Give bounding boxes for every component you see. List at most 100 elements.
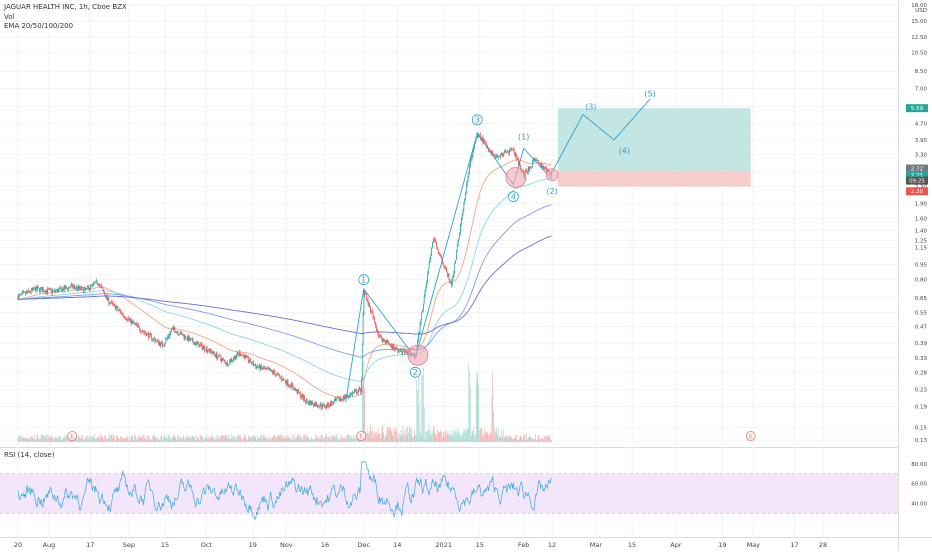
volume-bar (412, 437, 413, 442)
volume-bar (196, 434, 197, 442)
earnings-marker-label: E (70, 434, 74, 441)
candle-body (163, 344, 165, 347)
volume-bar (152, 435, 153, 442)
candle-body (531, 161, 533, 167)
volume-bar (87, 435, 88, 442)
volume-bar (118, 438, 120, 442)
volume-bar (206, 437, 208, 442)
candle-body (30, 292, 31, 293)
volume-bar (323, 436, 325, 442)
volume-bar (276, 436, 278, 442)
volume-bar (156, 438, 158, 442)
candle-body (37, 287, 39, 290)
rsi-title[interactable]: RSI (14, close) (4, 451, 55, 459)
candle-body (168, 335, 170, 337)
volume-bar (232, 437, 233, 442)
price-tick-label: 0.95 (915, 263, 928, 269)
candle-body (460, 223, 461, 233)
price-candles (17, 131, 552, 411)
volume-bar (496, 427, 498, 442)
volume-bar (249, 437, 251, 442)
volume-bar (489, 434, 490, 442)
volume-bar (387, 427, 389, 442)
candle-body (55, 290, 57, 292)
volume-bar (225, 435, 227, 442)
candle-body (385, 340, 387, 344)
candle-body (81, 287, 82, 290)
candle-body (60, 287, 62, 289)
volume-bar (97, 438, 99, 442)
candle-body (36, 286, 38, 290)
wave-label: 4 (511, 192, 516, 201)
volume-bar (66, 436, 68, 442)
candle-body (50, 288, 52, 290)
volume-bar (238, 434, 240, 442)
candle-body (108, 297, 110, 304)
legend-ema[interactable]: EMA 20/50/100/200 (4, 22, 74, 30)
candle-body (77, 286, 79, 290)
volume-bar (295, 437, 297, 442)
candle-body (240, 354, 242, 356)
candle-body (510, 148, 512, 150)
candle-body (378, 334, 380, 336)
volume-bar (21, 437, 22, 442)
candle-body (54, 289, 56, 292)
candle-body (216, 353, 218, 359)
earnings-marker (67, 431, 78, 441)
candle-body (526, 170, 527, 172)
volume-bar (191, 437, 192, 442)
volume-bar (294, 434, 295, 442)
candle-body (153, 338, 155, 339)
candle-body (70, 285, 72, 288)
volume-bar (217, 436, 219, 442)
candle-body (248, 361, 250, 363)
candle-body (500, 154, 502, 157)
volume-bar (539, 439, 541, 442)
volume-bar (416, 379, 418, 442)
candle-body (379, 335, 380, 336)
volume-bar (518, 439, 519, 442)
candle-body (428, 262, 430, 269)
candle-body (118, 309, 120, 311)
rsi-tick-label: 80.00 (911, 462, 927, 468)
volume-bar (226, 435, 228, 442)
candle-body (244, 355, 246, 359)
volume-bar (519, 436, 521, 442)
candle-body (448, 274, 450, 281)
volume-bar (536, 439, 537, 442)
candle-body (47, 288, 49, 293)
volume-bar (248, 434, 249, 442)
volume-bar (181, 438, 182, 442)
legend-symbol[interactable]: JAGUAR HEALTH INC, 1h, Cboe BZX (4, 3, 127, 11)
candle-body (251, 363, 252, 364)
candle-body (144, 332, 146, 334)
volume-bar (186, 436, 187, 442)
volume-bar (250, 437, 252, 442)
candle-body (71, 284, 73, 286)
candle-body (124, 315, 125, 318)
volume-bar (163, 436, 164, 442)
candle-body (320, 403, 322, 408)
volume-bar (68, 439, 70, 442)
candle-body (93, 283, 95, 284)
volume-bar (479, 430, 480, 442)
candle-body (484, 142, 486, 144)
price-label-box (906, 176, 928, 185)
price-tick-label: 0.65 (915, 296, 928, 302)
candle-body (343, 396, 345, 399)
candle-body (151, 335, 153, 340)
candle-body (512, 148, 513, 150)
candle-body (516, 154, 518, 159)
candle-body (417, 340, 418, 347)
candle-body (257, 366, 258, 368)
volume-bar (357, 438, 358, 442)
candle-body (457, 240, 459, 246)
candle-body (419, 323, 421, 332)
volume-bar (59, 436, 61, 442)
candle-body (136, 323, 138, 326)
candle-body (69, 287, 71, 289)
volume-bar (442, 437, 443, 442)
volume-bar (228, 434, 229, 442)
legend-volume[interactable]: Vol (4, 12, 15, 21)
